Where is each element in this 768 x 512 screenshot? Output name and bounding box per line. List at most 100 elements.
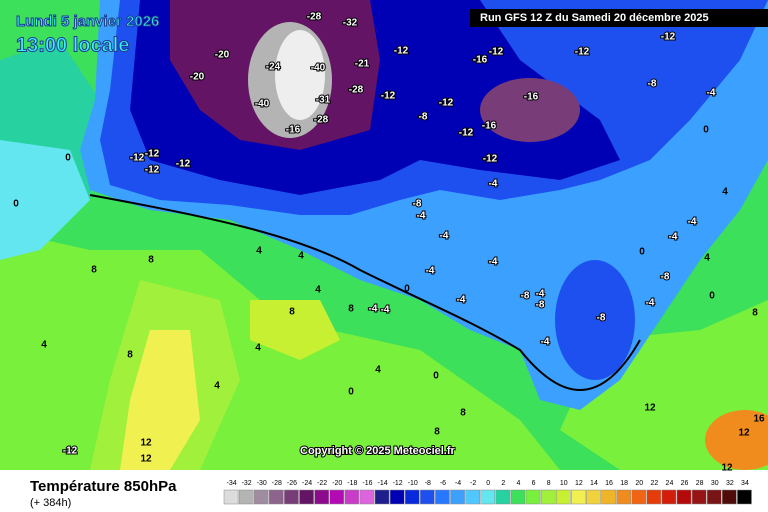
map-label: -4	[440, 231, 449, 242]
map-label: -12	[176, 159, 191, 170]
scale-label: 6	[532, 480, 536, 487]
map-label: 4	[256, 246, 262, 257]
scale-swatch	[299, 489, 314, 505]
map-label: -8	[597, 313, 606, 324]
scale-swatch	[238, 489, 254, 505]
map-label: 8	[752, 308, 758, 319]
map-label: 12	[738, 428, 750, 439]
footer-title: Température 850hPa	[30, 478, 177, 495]
scale-label: 2	[501, 480, 505, 487]
scale-swatch	[510, 489, 526, 505]
map-label: 12	[140, 438, 152, 449]
scale-label: 10	[560, 480, 568, 487]
scale-label: -4	[455, 480, 461, 487]
map-label: -8	[419, 112, 428, 123]
scale-label: -2	[470, 480, 476, 487]
map-label: -4	[417, 211, 426, 222]
scale-label: 24	[666, 480, 674, 487]
scale-swatch	[646, 489, 662, 505]
scale-swatch	[525, 489, 541, 505]
forecast-time: 13:00 locale	[16, 34, 129, 56]
map-label: 0	[703, 125, 709, 136]
scale-label: 20	[635, 480, 643, 487]
map-label: -16	[482, 121, 497, 132]
map-label: 4	[214, 381, 220, 392]
map-label: 0	[404, 284, 410, 295]
map-label: -12	[661, 32, 676, 43]
map-label: 8	[460, 408, 466, 419]
scale-label: 18	[620, 480, 628, 487]
map-label: -4	[489, 257, 498, 268]
map-label: -12	[63, 446, 78, 457]
map-label: -40	[311, 63, 326, 74]
map-label: -20	[215, 50, 230, 61]
scale-swatch	[420, 489, 435, 505]
run-box	[470, 9, 768, 27]
map-label: -32	[343, 18, 358, 29]
map-label: -4	[707, 88, 716, 99]
map-label: -12	[459, 128, 474, 139]
map-label: 4	[722, 187, 728, 198]
scale-label: 32	[726, 480, 734, 487]
scale-label: -12	[393, 480, 403, 487]
scale-label: -8	[425, 480, 431, 487]
map-label: -4	[426, 266, 435, 277]
warm-zone	[120, 330, 200, 470]
scale-label: -20	[332, 480, 342, 487]
scale-label: 14	[590, 480, 598, 487]
map-label: -24	[266, 62, 281, 73]
map-label: -4	[381, 305, 390, 316]
map-label: -4	[457, 295, 466, 306]
map-label: 4	[41, 340, 47, 351]
scale-swatch	[450, 489, 465, 505]
very-cold-zone	[480, 78, 580, 142]
scale-label: -14	[377, 480, 387, 487]
scale-label: -28	[272, 480, 282, 487]
map-label: 12	[644, 403, 656, 414]
map-label: 4	[315, 285, 321, 296]
lead-time: (+ 384h)	[30, 497, 71, 509]
map-label: -12	[575, 47, 590, 58]
scale-swatch	[676, 489, 692, 505]
map-label: -12	[145, 165, 160, 176]
mild-zone	[0, 140, 90, 260]
map-label: -16	[524, 92, 539, 103]
scale-label: -6	[440, 480, 446, 487]
cold-zone	[555, 260, 635, 380]
map-label: -4	[688, 217, 697, 228]
map-label: -21	[355, 59, 370, 70]
map-label: 8	[434, 427, 440, 438]
map-label: -4	[369, 304, 378, 315]
scale-label: 34	[741, 480, 749, 487]
scale-swatch	[555, 489, 571, 505]
map-label: 0	[433, 371, 439, 382]
scale-swatch	[540, 489, 556, 505]
scale-swatch	[404, 489, 420, 505]
scale-label: -26	[287, 480, 297, 487]
map-label: 0	[65, 153, 71, 164]
scale-label: -18	[347, 480, 357, 487]
scale-label: 22	[650, 480, 658, 487]
map-label: 0	[639, 247, 645, 258]
scale-swatch	[586, 489, 601, 505]
scale-label: -22	[317, 480, 327, 487]
map-label: -12	[145, 149, 160, 160]
map-label: -28	[314, 115, 329, 126]
map-label: -8	[413, 199, 422, 210]
map-label: -16	[286, 125, 301, 136]
scale-swatch	[616, 489, 631, 505]
very-cold-zone	[275, 30, 325, 120]
map-label: -31	[316, 95, 331, 106]
zero-isotherm	[89, 194, 641, 391]
scale-swatch	[571, 489, 586, 505]
map-label: 0	[348, 387, 354, 398]
scale-label: 12	[575, 480, 583, 487]
scale-swatch	[269, 489, 284, 505]
scale-label: 8	[547, 480, 551, 487]
run-info: Run GFS 12 Z du Samedi 20 décembre 2025	[480, 12, 709, 24]
scale-label: -10	[408, 480, 418, 487]
scale-swatch	[389, 489, 405, 505]
warm-zone	[705, 410, 768, 470]
map-label: 4	[298, 251, 304, 262]
